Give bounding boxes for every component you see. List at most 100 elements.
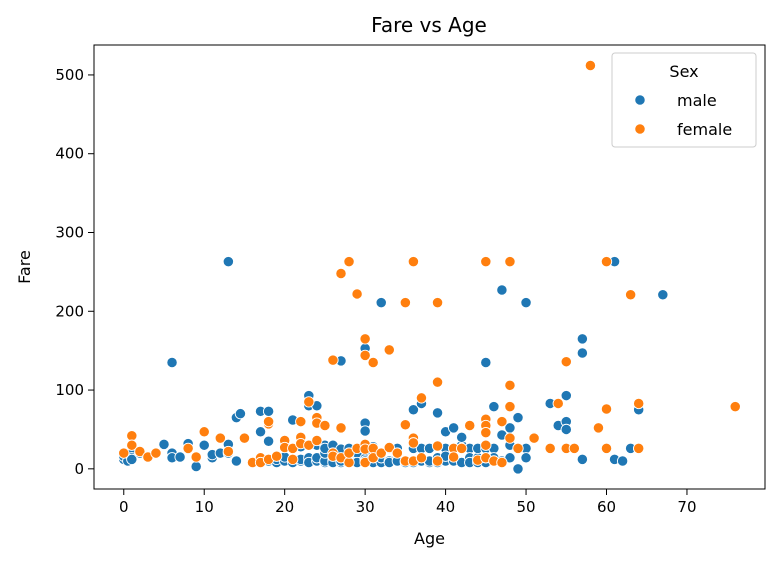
data-point-female (383, 344, 395, 356)
y-tick-label: 300 (55, 223, 84, 241)
data-point-male (158, 438, 170, 451)
data-points (118, 59, 741, 475)
x-tick-label: 70 (677, 498, 696, 516)
data-point-male (512, 463, 524, 475)
data-point-female (399, 296, 412, 309)
data-point-male (222, 255, 235, 268)
x-tick-label: 30 (356, 498, 375, 516)
y-tick-label: 100 (55, 381, 84, 399)
data-point-male (230, 455, 243, 467)
data-point-female (407, 437, 420, 449)
data-point-female (544, 442, 556, 454)
plot-frame (93, 44, 766, 490)
data-point-male (576, 347, 589, 359)
data-point-female (134, 445, 146, 458)
data-point-female (383, 441, 395, 454)
data-point-female (447, 451, 460, 463)
data-point-female (343, 255, 355, 268)
data-point-female (560, 356, 572, 368)
data-point-female (431, 440, 444, 452)
data-point-female (311, 434, 323, 447)
x-axis-ticks: 0 10 20 30 40 50 60 70 (119, 489, 697, 516)
x-axis-label: Age (414, 529, 445, 548)
data-point-female (126, 439, 138, 451)
data-point-female (327, 354, 339, 366)
data-point-male (560, 423, 572, 436)
legend-title: Sex (669, 62, 698, 81)
data-point-female (633, 442, 645, 454)
legend: Sex male female (611, 52, 757, 148)
data-point-male (262, 405, 275, 417)
data-point-male (560, 389, 572, 402)
x-tick-label: 60 (597, 498, 616, 516)
data-point-male (431, 407, 444, 419)
data-point-female (480, 439, 492, 451)
data-point-male (375, 296, 387, 309)
data-point-female (584, 59, 597, 72)
data-point-female (600, 403, 613, 415)
y-axis-label: Fare (15, 250, 34, 284)
data-point-male (126, 453, 138, 466)
data-point-female (303, 396, 315, 408)
legend-box (611, 52, 757, 148)
data-point-female (126, 430, 138, 442)
data-point-female (262, 415, 275, 428)
data-point-female (319, 419, 331, 432)
data-point-male (447, 422, 460, 434)
data-point-female (399, 419, 412, 431)
data-point-female (552, 397, 564, 410)
data-point-female (456, 442, 468, 454)
data-point-female (496, 415, 508, 428)
data-point-female (624, 289, 637, 301)
data-point-female (504, 400, 516, 413)
data-point-female (375, 447, 387, 459)
data-point-female (528, 432, 540, 444)
data-point-female (729, 400, 741, 413)
data-point-male (198, 439, 210, 451)
data-point-male (234, 408, 247, 420)
data-point-female (270, 450, 283, 462)
data-point-female (431, 376, 444, 388)
data-point-female (287, 453, 299, 466)
data-point-female (415, 452, 428, 464)
data-point-female (600, 255, 613, 268)
data-point-female (150, 447, 162, 459)
data-point-male (576, 453, 589, 466)
data-point-female (496, 456, 508, 469)
data-point-female (335, 267, 347, 280)
data-point-male (496, 284, 508, 296)
data-point-male (512, 411, 524, 424)
data-point-male (166, 356, 178, 369)
y-tick-label: 0 (74, 460, 84, 478)
data-point-male (407, 404, 420, 416)
data-point-female (391, 447, 403, 459)
data-point-female (568, 442, 580, 454)
y-axis-ticks: 0 100 200 300 400 500 (55, 66, 94, 478)
x-tick-label: 0 (119, 498, 129, 516)
data-point-female (238, 432, 251, 444)
data-point-female (480, 255, 492, 268)
data-point-female (431, 455, 444, 467)
data-point-male (359, 425, 371, 437)
y-tick-label: 200 (55, 302, 84, 320)
data-point-female (295, 415, 307, 428)
data-point-female (464, 419, 476, 432)
legend-label-male: male (677, 91, 717, 110)
data-point-female (118, 447, 130, 459)
legend-marker-male (634, 94, 646, 106)
data-point-male (657, 289, 669, 301)
data-point-female (504, 432, 516, 444)
data-point-female (407, 255, 420, 268)
data-point-female (359, 349, 371, 362)
data-point-female (512, 442, 524, 454)
x-tick-label: 50 (516, 498, 535, 516)
data-point-female (351, 288, 363, 300)
data-point-male (520, 452, 532, 464)
data-point-male (480, 356, 492, 369)
data-point-female (182, 442, 194, 454)
data-point-female (335, 422, 347, 434)
data-point-female (504, 379, 516, 391)
data-point-female (359, 333, 371, 345)
data-point-female (504, 255, 516, 268)
